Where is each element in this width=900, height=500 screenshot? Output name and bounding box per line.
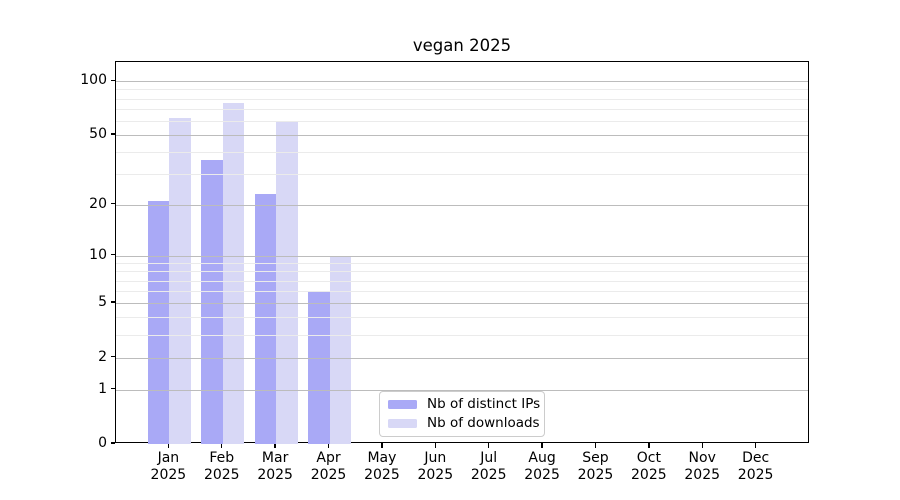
gridline-minor-4	[116, 317, 808, 319]
x-tick-mark-7	[541, 443, 543, 448]
y-tick-mark-2	[110, 355, 115, 358]
bar-ips-jan	[147, 201, 170, 444]
x-tick-mark-5	[434, 443, 436, 448]
y-tick-label-5: 5	[98, 294, 107, 311]
gridline-minor-90	[116, 89, 808, 91]
x-tick-mark-11	[754, 443, 757, 448]
bar-ips-apr	[308, 291, 330, 444]
x-tick-label-aug: Aug 2025	[524, 450, 560, 483]
gridline-minor-30	[116, 174, 808, 176]
x-tick-mark-9	[648, 443, 650, 448]
y-tick-mark-100	[110, 79, 115, 81]
legend-swatch-downloads-icon	[388, 418, 417, 429]
x-tick-mark-6	[487, 443, 490, 448]
y-tick-mark-10	[110, 253, 115, 256]
y-tick-mark-0	[110, 442, 115, 444]
legend-item-ips: Nb of distinct IPs	[388, 397, 540, 412]
bar-downloads-feb	[222, 102, 245, 444]
legend-item-downloads: Nb of downloads	[388, 416, 540, 431]
bar-downloads-apr	[329, 255, 351, 444]
gridline-minor-6	[116, 291, 808, 293]
x-tick-label-feb: Feb 2025	[203, 450, 240, 483]
y-tick-mark-20	[110, 202, 115, 205]
legend-label-ips: Nb of distinct IPs	[427, 396, 541, 412]
chart-title: vegan 2025	[412, 36, 512, 55]
gridline-minor-7	[116, 280, 808, 282]
bar-downloads-mar	[276, 122, 298, 444]
gridline-major-5	[116, 303, 808, 305]
gridline-minor-8	[116, 271, 808, 273]
x-tick-label-jan: Jan 2025	[150, 450, 187, 483]
x-tick-label-apr: Apr 2025	[310, 450, 347, 483]
gridline-major-100	[116, 81, 808, 83]
legend: Nb of distinct IPs Nb of downloads	[379, 391, 545, 437]
legend-label-downloads: Nb of downloads	[427, 415, 540, 431]
y-tick-label-1: 1	[98, 380, 107, 397]
gridline-major-1	[116, 389, 808, 391]
gridline-minor-80	[116, 98, 808, 100]
gridline-minor-60	[116, 120, 808, 122]
y-tick-label-2: 2	[98, 348, 107, 365]
x-tick-label-dec: Dec 2025	[737, 450, 774, 483]
y-tick-mark-50	[110, 133, 115, 135]
x-tick-mark-2	[274, 443, 276, 448]
gridline-major-50	[116, 134, 808, 137]
y-tick-mark-5	[110, 301, 115, 303]
bar-ips-feb	[201, 160, 223, 444]
x-tick-label-may: May 2025	[364, 450, 400, 483]
y-tick-label-10: 10	[89, 246, 107, 263]
x-tick-mark-10	[701, 443, 703, 448]
gridline-major-20	[116, 204, 808, 206]
x-tick-label-jul: Jul 2025	[470, 450, 507, 483]
gridline-minor-70	[116, 108, 808, 110]
plot-area	[115, 61, 809, 444]
x-tick-mark-3	[327, 443, 330, 448]
bar-ips-mar	[254, 194, 277, 444]
gridline-minor-9	[116, 263, 808, 264]
y-tick-label-100: 100	[80, 72, 107, 89]
x-tick-label-mar: Mar 2025	[257, 450, 293, 483]
y-tick-label-50: 50	[89, 125, 107, 142]
gridline-major-10	[116, 255, 808, 257]
y-tick-mark-1	[110, 387, 115, 390]
x-tick-mark-0	[167, 443, 170, 448]
x-tick-label-sep: Sep 2025	[577, 450, 614, 483]
x-tick-label-jun: Jun 2025	[417, 450, 454, 483]
gridline-minor-3	[116, 335, 808, 337]
gridline-major-2	[116, 357, 808, 359]
y-tick-label-0: 0	[98, 435, 107, 451]
x-tick-mark-4	[381, 443, 383, 448]
y-tick-label-20: 20	[89, 195, 107, 212]
x-tick-label-nov: Nov 2025	[684, 450, 721, 483]
x-tick-mark-8	[594, 443, 597, 448]
x-tick-label-oct: Oct 2025	[631, 450, 667, 483]
legend-swatch-ips-icon	[388, 399, 417, 410]
gridline-minor-40	[116, 152, 808, 154]
x-tick-mark-1	[221, 443, 223, 448]
